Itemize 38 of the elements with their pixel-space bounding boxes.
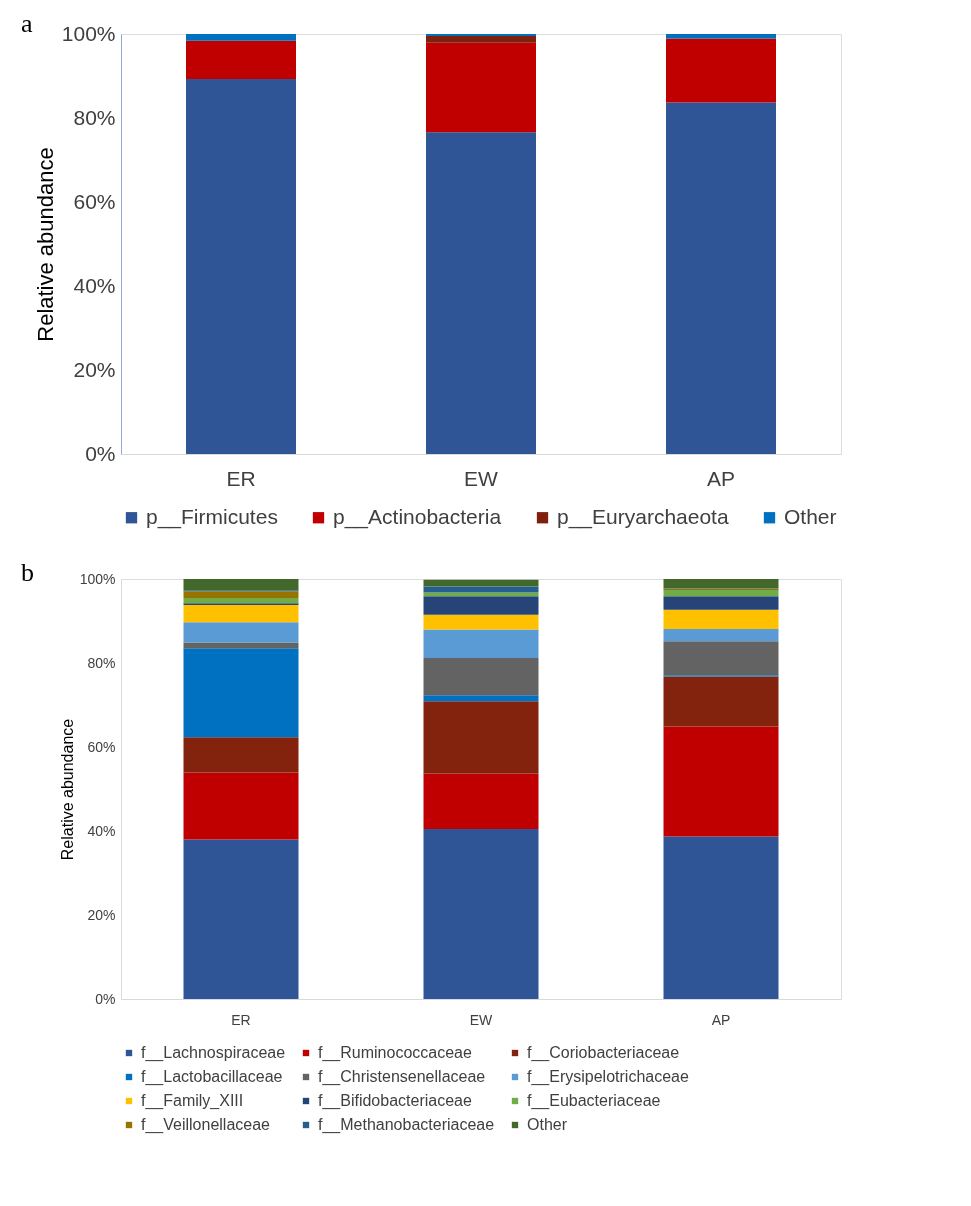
legend-label: f__Ruminococcaceae	[318, 1044, 472, 1062]
x-tick-label: AP	[706, 466, 736, 490]
y-tick-label: 20%	[87, 906, 116, 923]
legend-label: p__Firmicutes	[146, 504, 278, 529]
legend-label: p__Actinobacteria	[333, 504, 502, 529]
y-tick-label: 100%	[61, 21, 116, 45]
legend-label: f__Veillonellaceae	[141, 1116, 271, 1134]
y-axis-title: Relative abundance	[32, 147, 58, 342]
legend-label: p__Euryarchaeota	[557, 504, 729, 529]
y-tick-label: 40%	[87, 822, 116, 839]
y-tick-label: 20%	[73, 357, 116, 381]
x-tick-label: AP	[711, 1011, 731, 1028]
legend-label: f__Methanobacteriaceae	[318, 1116, 495, 1134]
legend-label: f__Family_XIII	[141, 1092, 244, 1110]
y-tick-label: 0%	[95, 990, 116, 1007]
legend-label: f__Eubacteriaceae	[527, 1092, 661, 1110]
x-tick-label: ER	[231, 1011, 251, 1028]
legend-label: f__Erysipelotrichaceae	[527, 1068, 689, 1086]
y-tick-label: 60%	[87, 738, 116, 755]
y-tick-label: 80%	[73, 105, 116, 129]
legend-label: Other	[527, 1116, 568, 1133]
y-tick-label: 60%	[73, 189, 116, 213]
x-tick-label: EW	[469, 1011, 494, 1028]
x-tick-label: ER	[226, 466, 256, 490]
legend-label: f__Lactobacillaceae	[141, 1068, 283, 1086]
legend-label: f__Lachnospiraceae	[141, 1044, 286, 1062]
legend-label: f__Christensenellaceae	[318, 1068, 486, 1086]
chart-title: b	[21, 558, 34, 587]
legend-label: Other	[784, 504, 837, 528]
y-axis-title: Relative abundance	[58, 718, 76, 861]
legend-label: f__Bifidobacteriaceae	[318, 1092, 472, 1110]
y-tick-label: 0%	[85, 441, 116, 465]
y-tick-label: 40%	[73, 273, 116, 297]
x-tick-label: EW	[464, 466, 499, 490]
legend-label: f__Coriobacteriaceae	[527, 1044, 680, 1062]
y-tick-label: 80%	[87, 654, 116, 671]
y-tick-label: 100%	[79, 570, 116, 587]
chart-title: a	[21, 9, 33, 38]
